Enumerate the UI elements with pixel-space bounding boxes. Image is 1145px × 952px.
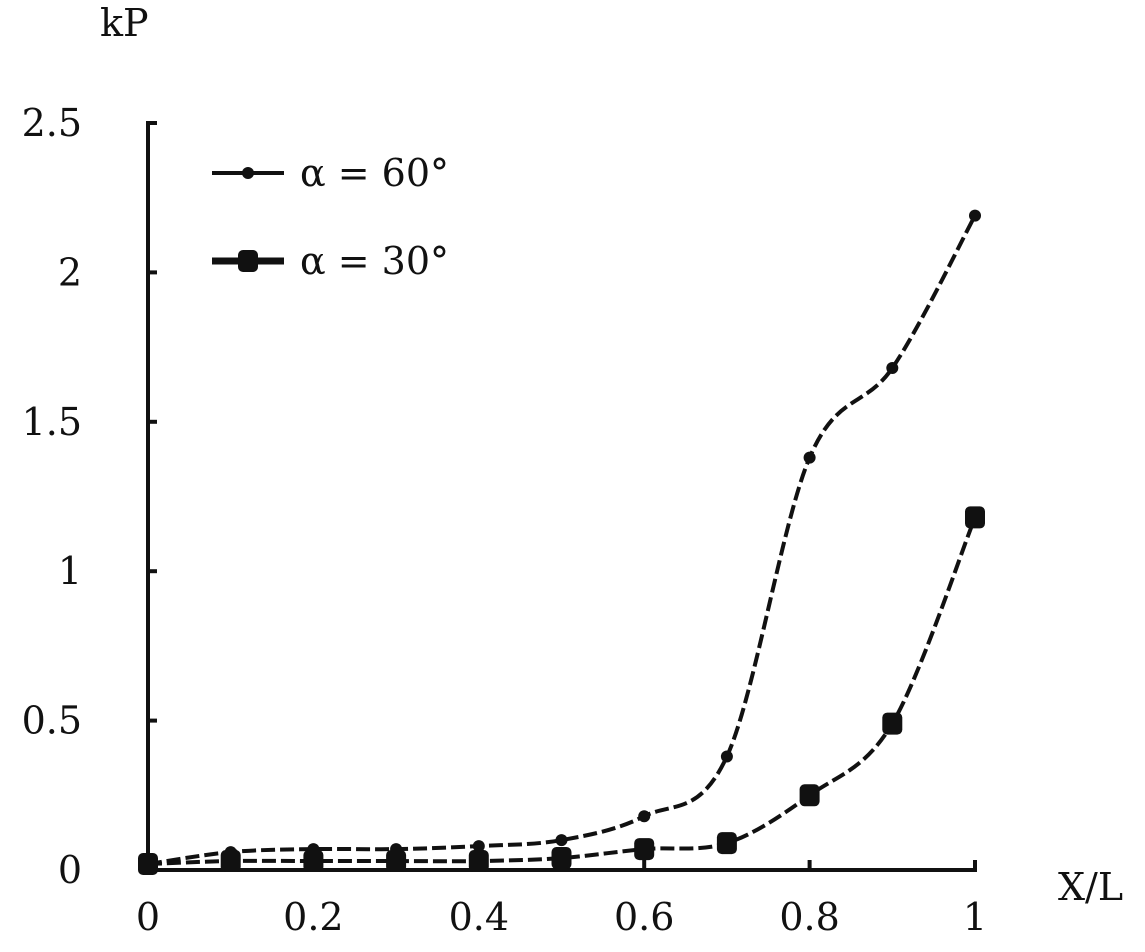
legend-item-1: α = 30° (212, 239, 449, 283)
data-point (969, 209, 981, 222)
data-point (472, 840, 485, 853)
series-line (147, 214, 977, 867)
data-point (965, 506, 985, 529)
legend-label: α = 30° (300, 239, 449, 283)
data-point (720, 750, 733, 763)
series-1 (138, 506, 985, 876)
data-point (551, 847, 572, 870)
data-point (386, 850, 407, 873)
y-tick-label: 1 (58, 549, 82, 593)
y-tick-label: 0.5 (22, 699, 82, 743)
legend: α = 60° α = 30° (212, 151, 449, 283)
y-tick-label: 2.5 (22, 101, 82, 145)
x-tick-label: 1 (963, 895, 987, 939)
series-group (138, 209, 985, 876)
data-point (803, 451, 816, 464)
axes: 0 0.5 1 1.5 2 2.5 0 0.2 0.4 0.6 0.8 1 (22, 101, 988, 939)
legend-swatch-marker (238, 250, 258, 272)
y-tick-label: 1.5 (22, 400, 82, 444)
y-tick-label: 2 (58, 250, 82, 294)
legend-label: α = 60° (300, 151, 449, 195)
data-point (716, 832, 737, 855)
data-point (634, 838, 655, 861)
data-point (303, 850, 324, 873)
series-0 (142, 209, 981, 871)
x-axis-title: X/L (1058, 865, 1123, 909)
data-point (882, 712, 903, 735)
data-point (886, 362, 899, 375)
y-tick-label: 0 (58, 848, 82, 892)
data-point (220, 850, 241, 873)
data-point (799, 784, 820, 807)
series-line (147, 516, 977, 867)
x-tick-label: 0.4 (449, 895, 509, 939)
legend-swatch-marker (242, 167, 254, 179)
data-point (468, 850, 489, 873)
x-tick-label: 0.2 (283, 895, 343, 939)
y-axis-title: kP (100, 1, 149, 45)
data-point (555, 834, 568, 847)
x-tick-label: 0 (136, 895, 160, 939)
x-tick-label: 0.8 (779, 895, 839, 939)
data-point (638, 810, 651, 823)
data-point (138, 853, 158, 876)
legend-item-0: α = 60° (212, 151, 449, 195)
x-tick-label: 0.6 (614, 895, 674, 939)
